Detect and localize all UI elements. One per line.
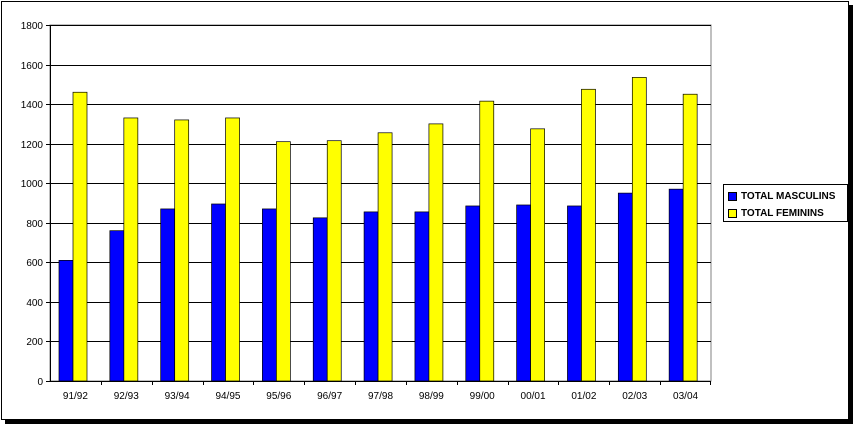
bar-feminins: [682, 93, 698, 382]
legend-label-masculins: TOTAL MASCULINS: [741, 190, 836, 202]
bar-feminins: [72, 91, 88, 382]
x-tick-label: 91/92: [63, 391, 88, 402]
bar-feminins: [123, 117, 139, 382]
bar-feminins: [276, 141, 291, 382]
bar-feminins: [326, 140, 342, 382]
bar-masculins: [211, 203, 226, 382]
bar-masculins: [312, 217, 328, 382]
y-tick-label: 1000: [21, 179, 44, 190]
bar-feminins: [530, 128, 545, 382]
legend-label-feminins: TOTAL FEMININS: [741, 207, 824, 219]
y-tick-label: 1200: [21, 140, 44, 151]
bar-feminins: [428, 123, 444, 382]
bar-masculins: [465, 205, 481, 382]
bar-masculins: [567, 205, 582, 382]
y-tick-label: 1400: [21, 100, 44, 111]
legend-swatch-masculins: [728, 191, 737, 201]
x-tick-label: 97/98: [368, 391, 393, 402]
legend-swatch-feminins: [728, 208, 737, 218]
bar-feminins: [479, 100, 495, 382]
x-tick-label: 94/95: [215, 391, 240, 402]
x-tick-label: 00/01: [521, 391, 546, 402]
x-tick-label: 01/02: [571, 391, 596, 402]
bar-masculins: [363, 211, 379, 382]
bar-masculins: [262, 208, 277, 382]
legend-item-masculins: TOTAL MASCULINS: [728, 189, 835, 203]
bar-feminins: [631, 77, 647, 382]
y-tick-label: 200: [26, 337, 43, 348]
x-tick-label: 96/97: [317, 391, 342, 402]
x-tick-label: 02/03: [622, 391, 647, 402]
bar-masculins: [109, 230, 125, 382]
x-tick-label: 03/04: [673, 391, 698, 402]
x-tick-label: 93/94: [165, 391, 190, 402]
y-tick-label: 400: [26, 298, 43, 309]
frame-shadow-right: [849, 5, 853, 421]
bar-masculins: [58, 260, 74, 382]
x-tick-label: 99/00: [470, 391, 495, 402]
bar-masculins: [414, 211, 430, 382]
frame-shadow-bottom: [5, 420, 853, 424]
y-tick-label: 1600: [21, 61, 44, 72]
y-tick-label: 1800: [21, 21, 44, 32]
legend-item-feminins: TOTAL FEMININS: [728, 206, 824, 220]
y-tick-label: 800: [26, 219, 43, 230]
x-tick-label: 98/99: [419, 391, 444, 402]
x-tick-label: 92/93: [114, 391, 139, 402]
bar-feminins: [377, 132, 393, 382]
y-tick-label: 600: [26, 258, 43, 269]
bar-feminins: [581, 88, 596, 382]
bar-feminins: [174, 119, 190, 382]
y-tick-label: 0: [37, 377, 43, 388]
x-tick-label: 95/96: [266, 391, 291, 402]
chart-legend: TOTAL MASCULINS TOTAL FEMININS: [723, 184, 848, 222]
bar-masculins: [516, 204, 531, 382]
bar-masculins: [617, 192, 633, 382]
bar-masculins: [668, 188, 684, 382]
bar-feminins: [225, 117, 240, 382]
bar-masculins: [160, 208, 176, 382]
